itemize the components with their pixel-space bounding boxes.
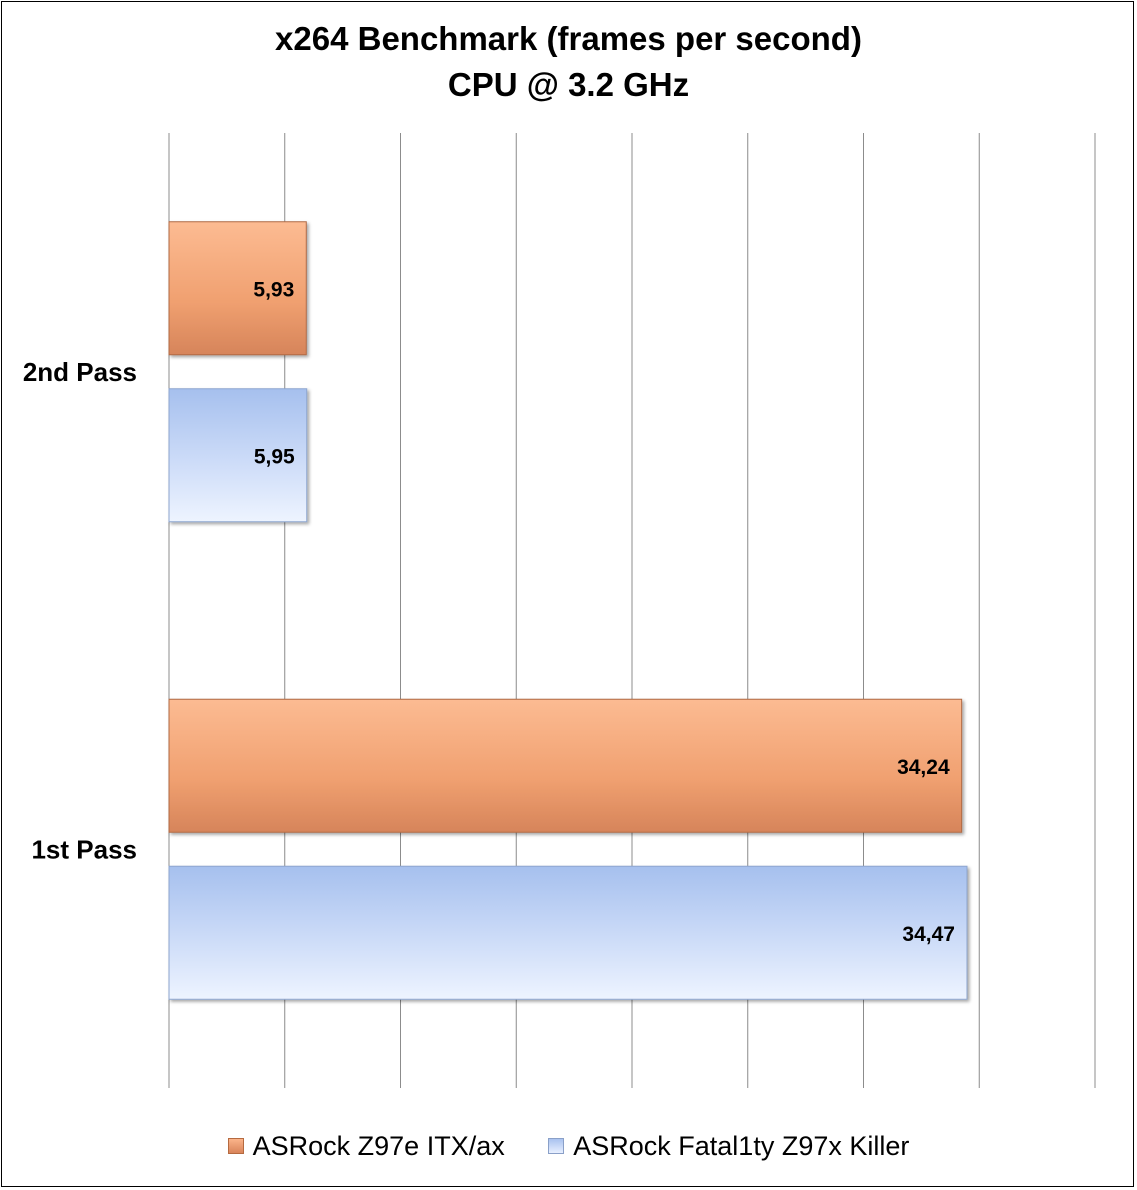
bars: 5,93 5,95 34,24 34,47 — [168, 221, 968, 1000]
bar-fatal1ty-1 — [168, 865, 968, 1000]
legend-label: ASRock Fatal1ty Z97x Killer — [573, 1130, 910, 1161]
data-label: 5,93 — [253, 278, 294, 301]
data-label: 34,47 — [902, 923, 955, 946]
legend-item-fatal1ty: ASRock Fatal1ty Z97x Killer — [548, 1131, 909, 1162]
chart-subtitle: CPU @ 3.2 GHz — [447, 66, 690, 103]
legend: ASRock Z97e ITX/ax ASRock Fatal1ty Z97x … — [0, 1130, 1137, 1162]
data-label: 34,24 — [897, 756, 950, 779]
bar-chart: 5,93 5,95 34,24 34,47 2nd Pass 1st Pass — [23, 133, 1096, 1088]
bar-z97e-0 — [168, 221, 307, 356]
legend-label: ASRock Z97e ITX/ax — [252, 1130, 505, 1161]
legend-item-z97e: ASRock Z97e ITX/ax — [227, 1130, 505, 1162]
legend-swatch-orange — [227, 1138, 244, 1154]
bar-z97e-1 — [168, 698, 963, 833]
legend-swatch-blue — [548, 1138, 565, 1154]
data-label: 5,95 — [254, 445, 295, 468]
chart-title-line: x264 Benchmark (frames per second) — [275, 20, 862, 57]
category-label: 1st Pass — [31, 834, 137, 864]
chart-title: x264 Benchmark (frames per second) CPU @… — [0, 16, 1137, 108]
category-label: 2nd Pass — [23, 357, 137, 387]
bar-fatal1ty-0 — [168, 388, 308, 523]
category-labels: 2nd Pass 1st Pass — [23, 357, 137, 865]
